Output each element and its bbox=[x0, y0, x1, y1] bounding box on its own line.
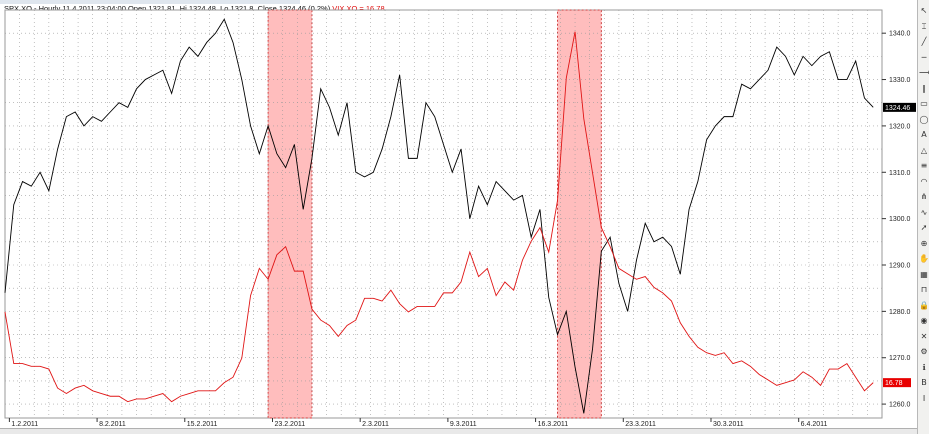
x-tick-label: 30.3.2011 bbox=[713, 421, 744, 428]
y-tick-label: 1320.0 bbox=[889, 123, 911, 130]
channel-icon[interactable]: ∥ bbox=[922, 83, 926, 93]
last-vix-tag bbox=[883, 378, 911, 388]
y-tick-label: 1310.0 bbox=[889, 170, 911, 177]
ray-icon[interactable]: ⟶ bbox=[919, 68, 929, 77]
cursor-icon[interactable]: ⌶ bbox=[921, 21, 927, 31]
fib-icon[interactable]: ≡ bbox=[920, 161, 928, 170]
ellipse-icon[interactable]: ◯ bbox=[919, 114, 929, 124]
last-price-label: 1324.46 bbox=[885, 105, 910, 112]
line-icon[interactable]: ╱ bbox=[921, 37, 927, 46]
horizontal-line-icon[interactable]: ─ bbox=[921, 52, 927, 62]
x-tick-label: 9.3.2011 bbox=[450, 421, 477, 428]
last-price-tag bbox=[883, 102, 916, 112]
y-tick-label: 1300.0 bbox=[889, 216, 911, 223]
y-tick-label: 1260.0 bbox=[889, 402, 911, 409]
x-tick-label: 23.3.2011 bbox=[625, 421, 656, 428]
y-tick-label: 1290.0 bbox=[889, 263, 911, 270]
highlight-zone-1 bbox=[267, 9, 313, 419]
y-tick-label: 1280.0 bbox=[889, 309, 911, 316]
spx-series-line bbox=[4, 18, 874, 414]
x-tick-label: 8.2.2011 bbox=[99, 421, 126, 428]
bold-icon[interactable]: B bbox=[921, 378, 927, 387]
magnet-icon[interactable]: ⊓ bbox=[920, 285, 928, 294]
y-tick-label: 1270.0 bbox=[889, 355, 911, 362]
x-tick-label: 6.4.2011 bbox=[801, 421, 828, 428]
zoom-icon[interactable]: ⊕ bbox=[920, 238, 928, 248]
drawing-toolbar: ↖ ⌶ ╱ ─ ⟶ ∥ ▭ ◯ A △ ≡ ◠ ⋔ ∿ ➚ ⊕ ✋ ▦ ⊓ 🔒 ◉ ✕ ⚙ ℹ B I bbox=[917, 0, 929, 434]
x-tick-label: 2.3.2011 bbox=[362, 421, 389, 428]
pointer-icon[interactable]: ↖ bbox=[920, 6, 928, 15]
rectangle-icon[interactable]: ▭ bbox=[920, 99, 928, 108]
arrow-icon[interactable]: ➚ bbox=[920, 223, 928, 232]
vix-quote-text: VIX.XO = 16.78 bbox=[332, 4, 385, 13]
eye-icon[interactable]: ◉ bbox=[920, 316, 928, 325]
hand-icon[interactable]: ✋ bbox=[919, 254, 929, 263]
quote-info-bar: SPX.XO - Hourly 11.4.2011 23:04:00 Open … bbox=[4, 4, 385, 13]
price-chart[interactable]: 1340.0 1330.0 1320.0 1310.0 1300.0 1290.0 1280… bbox=[0, 0, 917, 428]
arc-icon[interactable]: ◠ bbox=[920, 176, 928, 186]
spx-quote-text: SPX.XO - Hourly 11.4.2011 23:04:00 Open … bbox=[4, 4, 331, 13]
x-tick-label: 15.2.2011 bbox=[187, 421, 218, 428]
text-icon[interactable]: A bbox=[921, 130, 927, 139]
last-vix-label: 16.78 bbox=[885, 380, 903, 387]
x-tick-label: 1.2.2011 bbox=[11, 421, 38, 428]
y-tick-label: 1340.0 bbox=[889, 31, 911, 38]
pitchfork-icon[interactable]: ⋔ bbox=[920, 192, 928, 201]
grid-icon[interactable]: ▦ bbox=[920, 269, 928, 279]
x-tick-label: 23.2.2011 bbox=[274, 421, 305, 428]
y-tick-label: 1330.0 bbox=[889, 77, 911, 84]
settings-icon[interactable]: ⚙ bbox=[920, 347, 928, 356]
wave-icon[interactable]: ∿ bbox=[920, 207, 928, 217]
window-title-strip bbox=[0, 0, 300, 4]
sheet-tabs-bar[interactable] bbox=[0, 428, 917, 434]
italic-icon[interactable]: I bbox=[922, 393, 926, 403]
lock-icon[interactable]: 🔒 bbox=[919, 300, 929, 310]
vix-series-line bbox=[4, 31, 874, 403]
info-icon[interactable]: ℹ bbox=[922, 362, 926, 372]
triangle-icon[interactable]: △ bbox=[920, 145, 928, 155]
x-tick-label: 16.3.2011 bbox=[538, 421, 569, 428]
trash-icon[interactable]: ✕ bbox=[920, 331, 928, 341]
